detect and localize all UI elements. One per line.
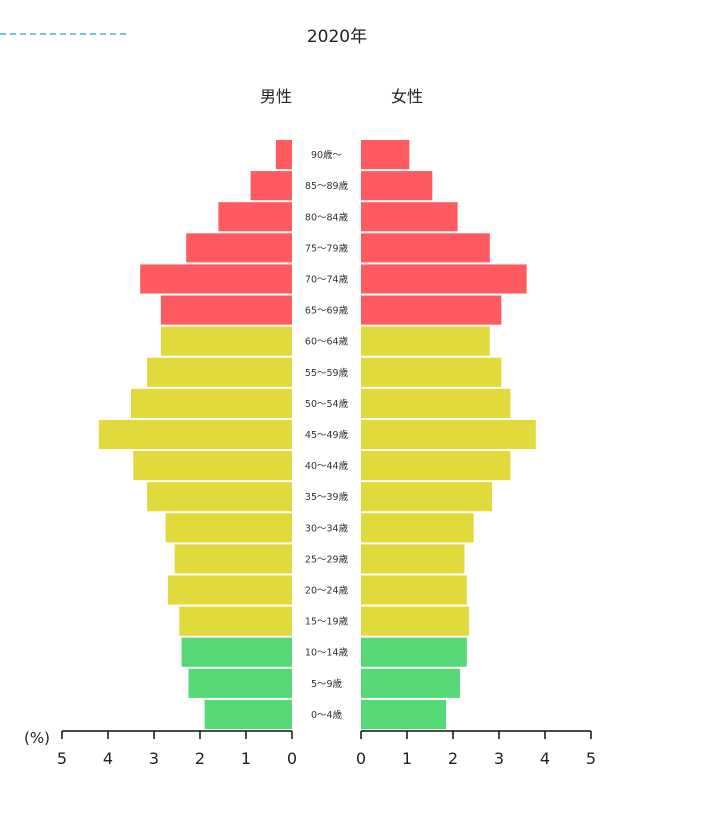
chart-title: 2020年 [307,27,367,47]
male-bar-2 [181,637,292,667]
female-bar-2 [361,637,467,667]
age-label: 25～29歳 [305,553,349,565]
female-tick-label: 2 [448,749,458,768]
female-bar-13 [361,295,502,325]
female-tick-label: 3 [494,749,504,768]
male-tick-label: 4 [103,749,113,768]
male-bar-4 [167,575,292,605]
age-label: 5～9歳 [311,678,343,690]
female-bar-11 [361,357,502,387]
male-bar-12 [160,326,292,356]
age-label: 40～44歳 [305,460,349,472]
male-bar-11 [147,357,292,387]
male-bar-18 [275,140,292,170]
female-bar-9 [361,419,536,450]
female-bar-15 [361,233,490,263]
female-bar-18 [361,140,410,170]
male-bar-10 [131,388,292,418]
age-label: 65～69歳 [305,305,349,317]
age-label: 35～39歳 [305,491,349,503]
age-label: 70～74歳 [305,273,349,285]
male-bar-9 [98,419,292,450]
male-bars [98,140,292,729]
female-bar-4 [361,575,467,605]
age-labels: 90歳～ 85～89歳 80～84歳 75～79歳 70～74歳 65～69歳 60～64歳… [305,149,349,721]
female-bar-5 [361,544,465,574]
female-bar-0 [361,699,447,729]
female-bar-8 [361,451,511,481]
male-tick-label: 1 [241,749,251,768]
age-label: 85～89歳 [305,180,349,192]
female-tick-label: 5 [586,749,596,768]
male-bar-8 [133,451,292,481]
age-label: 45～49歳 [305,429,349,441]
age-label: 55～59歳 [305,367,349,379]
male-bar-14 [140,264,292,294]
female-bar-10 [361,388,511,418]
age-label: 60～64歳 [305,336,349,348]
female-bar-3 [361,606,470,636]
female-axis: 0 1 2 3 4 5 [356,730,596,768]
age-label: 30～34歳 [305,522,349,534]
male-bar-16 [218,202,292,232]
age-label: 50～54歳 [305,398,349,410]
age-label: 75～79歳 [305,242,349,254]
age-label: 20～24歳 [305,585,349,597]
age-label: 80～84歳 [305,211,349,223]
female-label: 女性 [391,87,423,106]
female-tick-label: 1 [402,749,412,768]
female-bar-16 [361,202,458,232]
female-bar-12 [361,326,490,356]
male-bar-0 [204,699,292,729]
male-tick-label: 0 [287,749,297,768]
female-bar-17 [361,171,433,201]
female-tick-label: 0 [356,749,366,768]
male-bar-17 [250,171,292,201]
male-tick-label: 2 [195,749,205,768]
female-bar-14 [361,264,527,294]
male-bar-6 [165,513,292,543]
male-bar-15 [186,233,292,263]
male-bar-7 [147,482,292,512]
age-label: 15～19歳 [305,616,349,628]
male-tick-label: 3 [149,749,159,768]
male-bar-5 [174,544,292,574]
female-tick-label: 4 [540,749,550,768]
male-tick-label: 5 [57,749,67,768]
age-label: 0～4歳 [311,709,343,721]
male-bar-3 [179,606,292,636]
male-label: 男性 [260,87,292,106]
female-bar-7 [361,482,493,512]
female-bars [361,140,536,729]
unit-label: (%) [24,729,50,747]
age-label: 90歳～ [311,149,343,161]
age-label: 10～14歳 [305,647,349,659]
female-bar-1 [361,668,460,698]
female-bar-6 [361,513,474,543]
male-axis: 0 1 2 3 4 5 [57,730,297,768]
male-bar-13 [160,295,292,325]
male-bar-1 [188,668,292,698]
